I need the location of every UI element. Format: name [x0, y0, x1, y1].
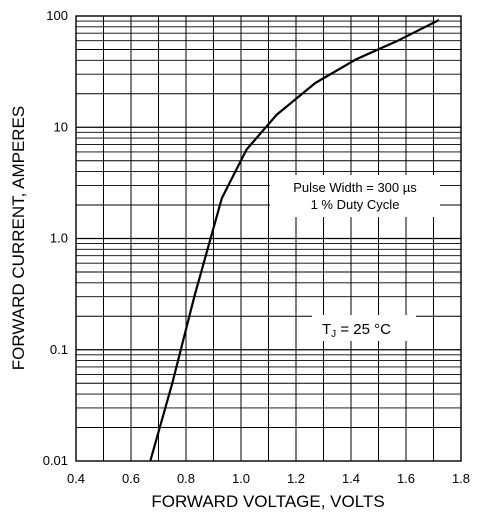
x-tick-label: 0.6	[122, 471, 140, 486]
x-tick-label: 0.4	[67, 471, 85, 486]
x-tick-labels: 0.4 0.6 0.8 1.0 1.2 1.4 1.6 1.8	[67, 471, 470, 486]
pulse-note-line2: 1 % Duty Cycle	[311, 197, 400, 212]
series-line	[149, 19, 440, 462]
tj-note-box	[312, 315, 416, 341]
curve-layer	[149, 19, 440, 462]
y-tick-label: 1.0	[50, 231, 68, 246]
x-tick-label: 0.8	[177, 471, 195, 486]
plot-frame	[75, 15, 462, 462]
y-axis-title: FORWARD CURRENT, AMPERES	[9, 106, 28, 370]
x-axis-title: FORWARD VOLTAGE, VOLTS	[151, 492, 384, 511]
y-tick-labels: 0.01 0.1 1.0 10 100	[43, 8, 68, 468]
y-tick-label: 10	[54, 119, 68, 134]
tj-note-symbol: T	[322, 321, 331, 338]
tj-note: TJ = 25 °C	[322, 321, 391, 340]
grid	[76, 16, 461, 461]
y-tick-label: 0.01	[43, 453, 68, 468]
pulse-note-line1: Pulse Width = 300 µs	[293, 180, 417, 195]
y-tick-label: 100	[46, 8, 68, 23]
x-tick-label: 1.0	[232, 471, 250, 486]
tj-note-subscript: J	[331, 329, 336, 340]
y-tick-label: 0.1	[50, 342, 68, 357]
x-tick-label: 1.6	[397, 471, 415, 486]
pulse-note-box	[270, 175, 440, 217]
x-tick-label: 1.2	[287, 471, 305, 486]
x-tick-label: 1.4	[342, 471, 360, 486]
x-tick-label: 1.8	[452, 471, 470, 486]
tj-note-value: = 25 °C	[336, 321, 391, 338]
